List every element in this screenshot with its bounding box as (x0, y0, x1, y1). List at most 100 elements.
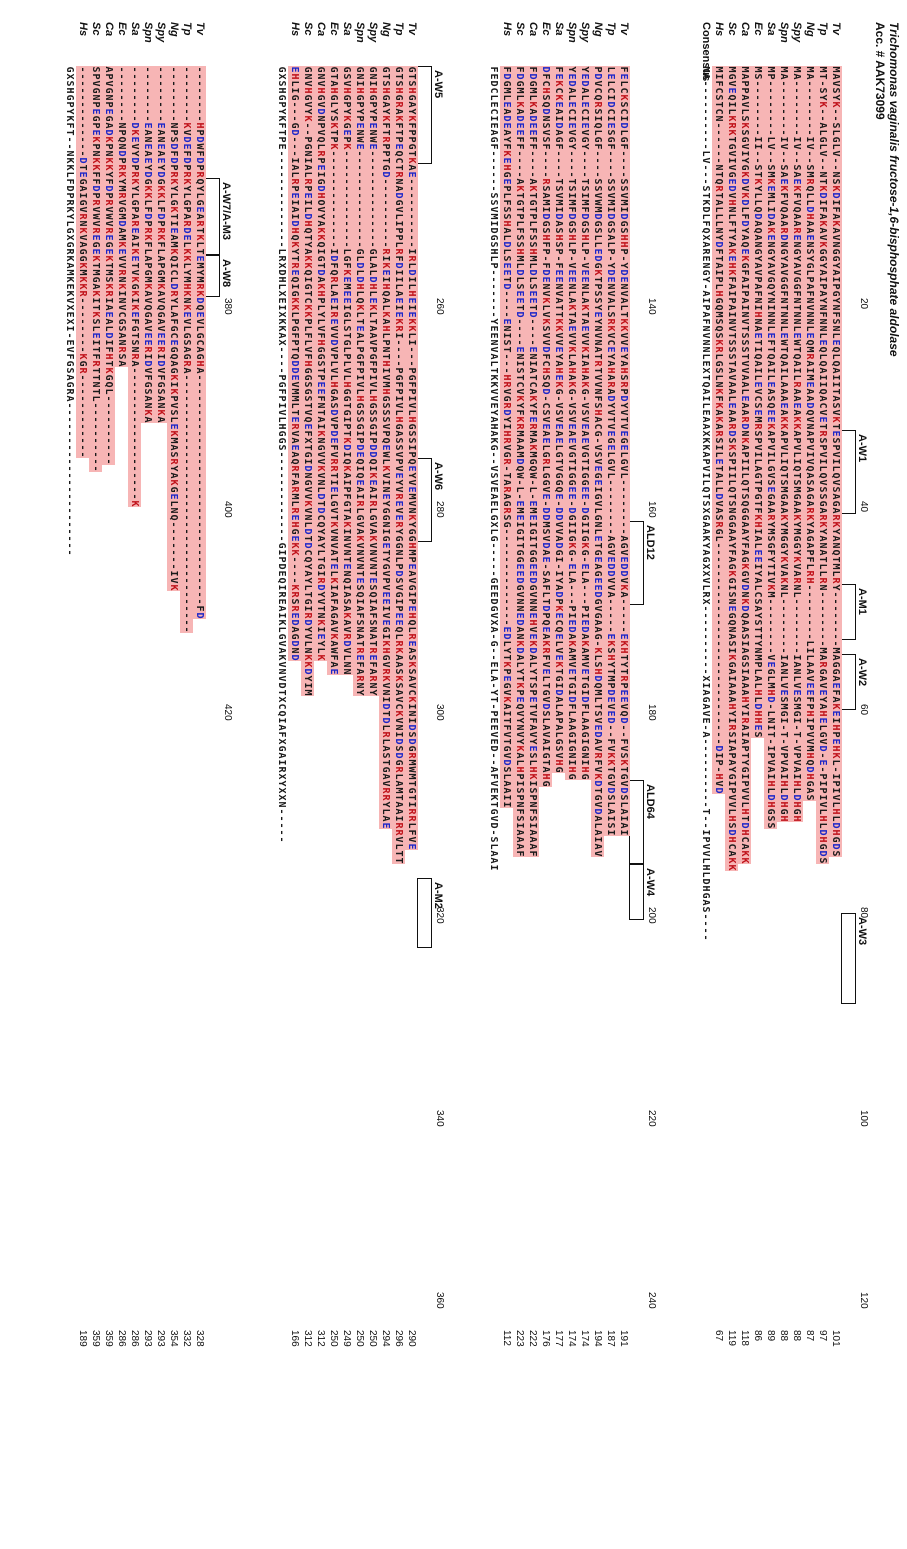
species-label: Spn (778, 22, 790, 43)
species-label: Sa (765, 22, 777, 36)
species-label: Ng (592, 22, 604, 37)
residue-count: 250 (367, 1330, 378, 1347)
motif-label: A-W6 (432, 462, 444, 491)
species-label: Sc (90, 22, 102, 36)
species-label: Sa (341, 22, 353, 36)
residue-count: 67 (713, 1330, 724, 1342)
residue-count: 249 (341, 1330, 352, 1347)
residue-count: 222 (527, 1330, 538, 1347)
residue-count: 87 (804, 1330, 815, 1342)
motif-box (841, 654, 856, 710)
position-tick-label: 60 (858, 704, 869, 716)
species-label: Ng (380, 22, 392, 37)
residue-count: 191 (618, 1330, 629, 1347)
residue-count: 88 (791, 1330, 802, 1342)
motif-label: ALD64 (644, 784, 656, 819)
species-label: Sa (129, 22, 141, 36)
residue-count: 194 (592, 1330, 603, 1347)
motif-label: A-M2 (432, 882, 444, 909)
motif-label: A-M1 (856, 588, 868, 615)
residue-count: 89 (765, 1330, 776, 1342)
residue-count: 187 (605, 1330, 616, 1347)
motif-box (417, 458, 432, 542)
motif-label: A-W2 (856, 658, 868, 687)
species-label: Tv (618, 22, 630, 35)
position-tick-label: 280 (434, 501, 445, 518)
species-label: Ca (315, 22, 327, 37)
residue-count: 290 (406, 1330, 417, 1347)
motif-label: A-W8 (220, 259, 232, 288)
residue-count: 312 (315, 1330, 326, 1347)
residue-count: 250 (354, 1330, 365, 1347)
species-label: Ng (168, 22, 180, 37)
position-tick-label: 420 (222, 704, 233, 721)
residue-count: 359 (103, 1330, 114, 1347)
species-label: Spy (791, 22, 803, 43)
residue-count: 174 (566, 1330, 577, 1347)
species-label: Tp (393, 22, 405, 36)
motif-box (629, 864, 644, 920)
residue-count: 176 (540, 1330, 551, 1347)
residue-count: 359 (90, 1330, 101, 1347)
residue-count: 101 (830, 1330, 841, 1347)
residue-count: 86 (752, 1330, 763, 1342)
motif-label: ALD12 (644, 525, 656, 560)
motif-box (629, 780, 644, 864)
motif-label: A-W1 (856, 434, 868, 463)
species-label: Sc (514, 22, 526, 36)
species-label: Spy (367, 22, 379, 43)
species-label: Tv (406, 22, 418, 35)
motif-box (205, 255, 220, 297)
residue-count: 88 (778, 1330, 789, 1342)
residue-count: 118 (739, 1330, 750, 1346)
position-tick-label: 200 (646, 907, 657, 924)
species-label: Ca (103, 22, 115, 37)
position-tick-label: 360 (434, 1292, 445, 1309)
species-label: Ec (752, 22, 764, 36)
residue-count: 174 (579, 1330, 590, 1347)
position-tick-label: 20 (858, 298, 869, 310)
accession-number: Acc. # AAK73099 (873, 22, 887, 120)
species-label: Hs (501, 22, 513, 37)
motif-label: A-W5 (432, 70, 444, 99)
residue-count: 296 (393, 1330, 404, 1347)
position-tick-label: 180 (646, 704, 657, 721)
position-tick-label: 100 (858, 1110, 869, 1127)
position-tick-label: 160 (646, 501, 657, 518)
residue-count: 189 (77, 1330, 88, 1347)
position-tick-label: 140 (646, 298, 657, 315)
species-label: Spn (566, 22, 578, 43)
position-tick-label: 300 (434, 704, 445, 721)
species-label: Tp (817, 22, 829, 36)
